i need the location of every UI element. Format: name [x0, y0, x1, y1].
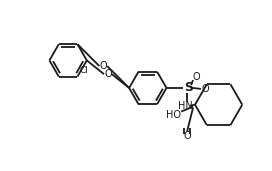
Text: S: S	[184, 81, 193, 94]
Text: Cl: Cl	[79, 66, 88, 75]
Text: HO: HO	[166, 109, 181, 120]
Text: O: O	[202, 84, 209, 94]
Text: O: O	[100, 61, 107, 71]
Text: HN: HN	[178, 101, 193, 111]
Text: O: O	[104, 69, 112, 79]
Text: O: O	[192, 72, 200, 82]
Text: O: O	[183, 131, 191, 141]
